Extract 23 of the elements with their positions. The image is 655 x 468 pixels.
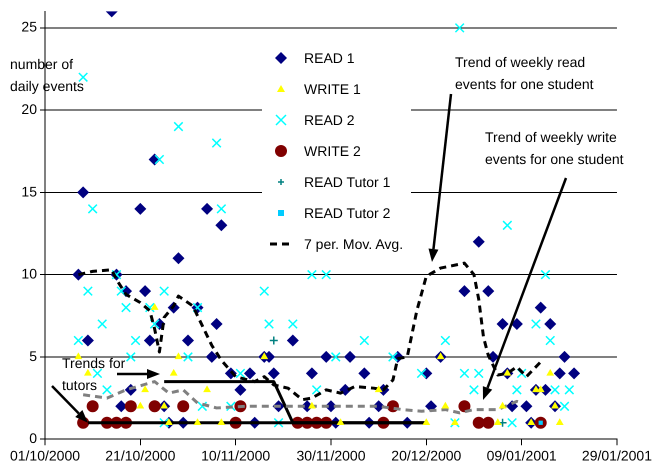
y-tick-label: 15: [21, 183, 38, 200]
annotation: Trend of weekly read events for one student: [455, 53, 595, 94]
y-tick-label: 10: [21, 266, 38, 282]
y-tick-label: 5: [29, 348, 38, 364]
annotation: Trend of weekly write events for one student: [485, 128, 625, 169]
annotation: Trends for tutors: [62, 354, 126, 395]
legend-label: READ 1: [304, 50, 355, 66]
legend-label: WRITE 1: [304, 80, 361, 96]
legend-label: 7 per. Mov. Avg.: [304, 236, 404, 252]
x-tick-label: 21/10/2000: [105, 447, 176, 464]
y-tick-label: 20: [21, 100, 38, 117]
x-tick-label: 29/01/2001: [582, 447, 652, 464]
y-tick-label: 0: [29, 430, 38, 446]
legend-label: READ Tutor 1: [304, 174, 390, 190]
x-tick-label: 30/11/2000: [296, 447, 366, 464]
y-tick-label: 25: [21, 18, 38, 35]
legend-label: READ Tutor 2: [304, 204, 390, 220]
legend-label: WRITE 2: [304, 142, 361, 158]
x-tick-label: 09/01/2001: [486, 447, 557, 464]
legend-label: READ 2: [304, 112, 355, 128]
x-tick-label: 20/12/2000: [391, 447, 462, 464]
x-tick-label: 10/11/2000: [201, 447, 270, 464]
x-tick-label: 01/10/2000: [10, 447, 80, 464]
